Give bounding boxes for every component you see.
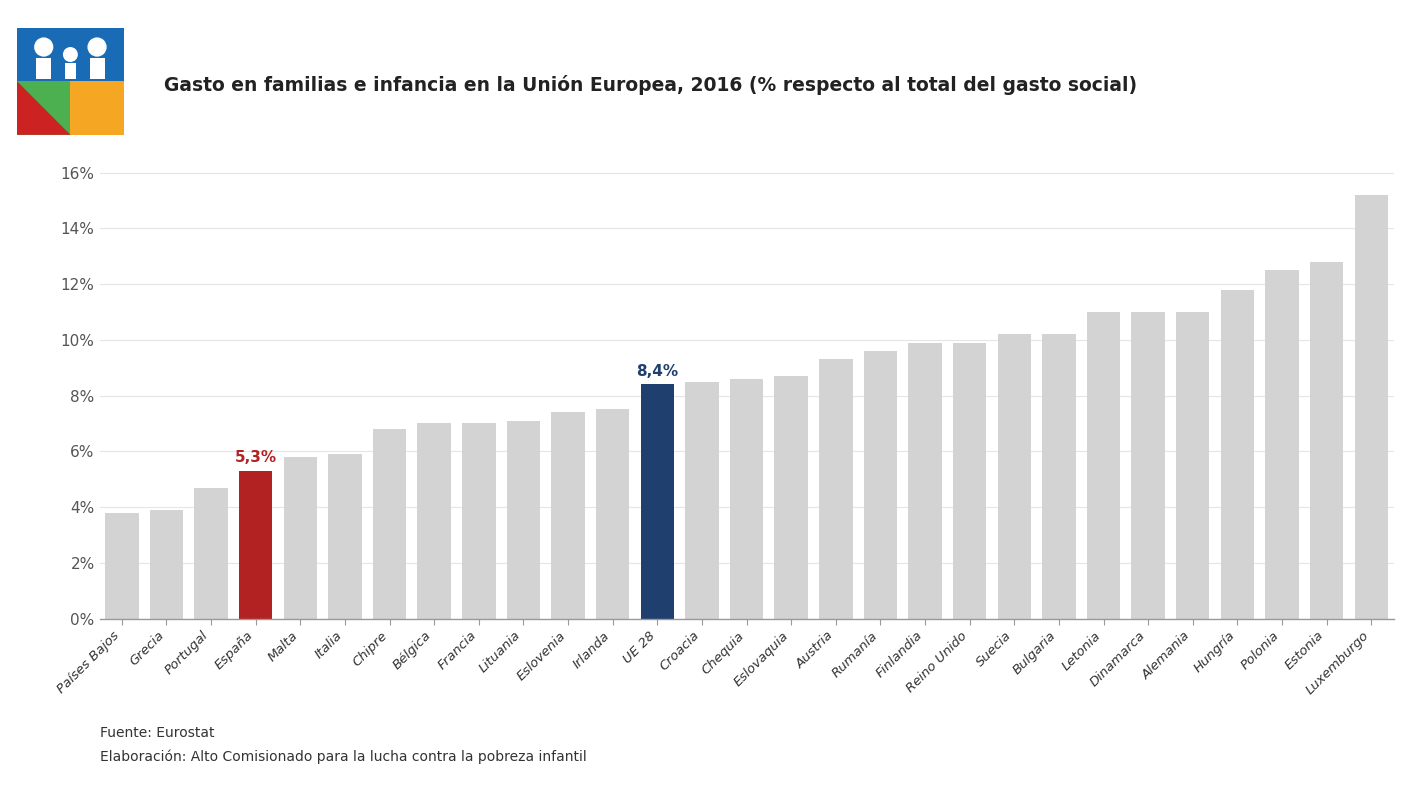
Bar [1042,334,1075,619]
Bar [1266,270,1298,619]
Bar [775,376,808,619]
Bar [953,343,987,619]
Bar [283,457,317,619]
Text: Elaboración: Alto Comisionado para la lucha contra la pobreza infantil: Elaboración: Alto Comisionado para la lu… [100,749,586,764]
Circle shape [88,37,107,56]
Bar [1086,312,1121,619]
Bar [1355,195,1388,619]
Bar [239,471,273,619]
Text: 8,4%: 8,4% [636,364,678,379]
Bar [105,512,138,619]
Bar [909,343,941,619]
Bar [17,82,70,135]
Text: Gasto en familias e infancia en la Unión Europea, 2016 (% respecto al total del : Gasto en familias e infancia en la Unión… [164,75,1136,95]
Bar [17,28,124,82]
Bar [998,334,1031,619]
Bar [328,454,361,619]
Bar [552,412,584,619]
Bar [462,423,495,619]
Circle shape [63,47,78,62]
Bar [596,409,630,619]
FancyArrow shape [65,63,75,79]
Bar [70,82,124,135]
FancyArrow shape [90,58,105,79]
Bar [1220,289,1254,619]
Bar [640,385,674,619]
Bar [819,359,853,619]
Bar [863,351,897,619]
FancyArrow shape [37,58,51,79]
Bar [418,423,451,619]
Text: Fuente: Eurostat: Fuente: Eurostat [100,726,215,740]
Bar [1132,312,1165,619]
Bar [685,381,718,619]
Bar [149,510,183,619]
Polygon shape [17,82,70,135]
Bar [1310,262,1344,619]
Bar [195,488,228,619]
Text: 5,3%: 5,3% [235,450,277,465]
Bar [1176,312,1210,619]
Bar [506,420,540,619]
Circle shape [34,37,54,56]
Bar [373,429,407,619]
Bar [729,379,764,619]
